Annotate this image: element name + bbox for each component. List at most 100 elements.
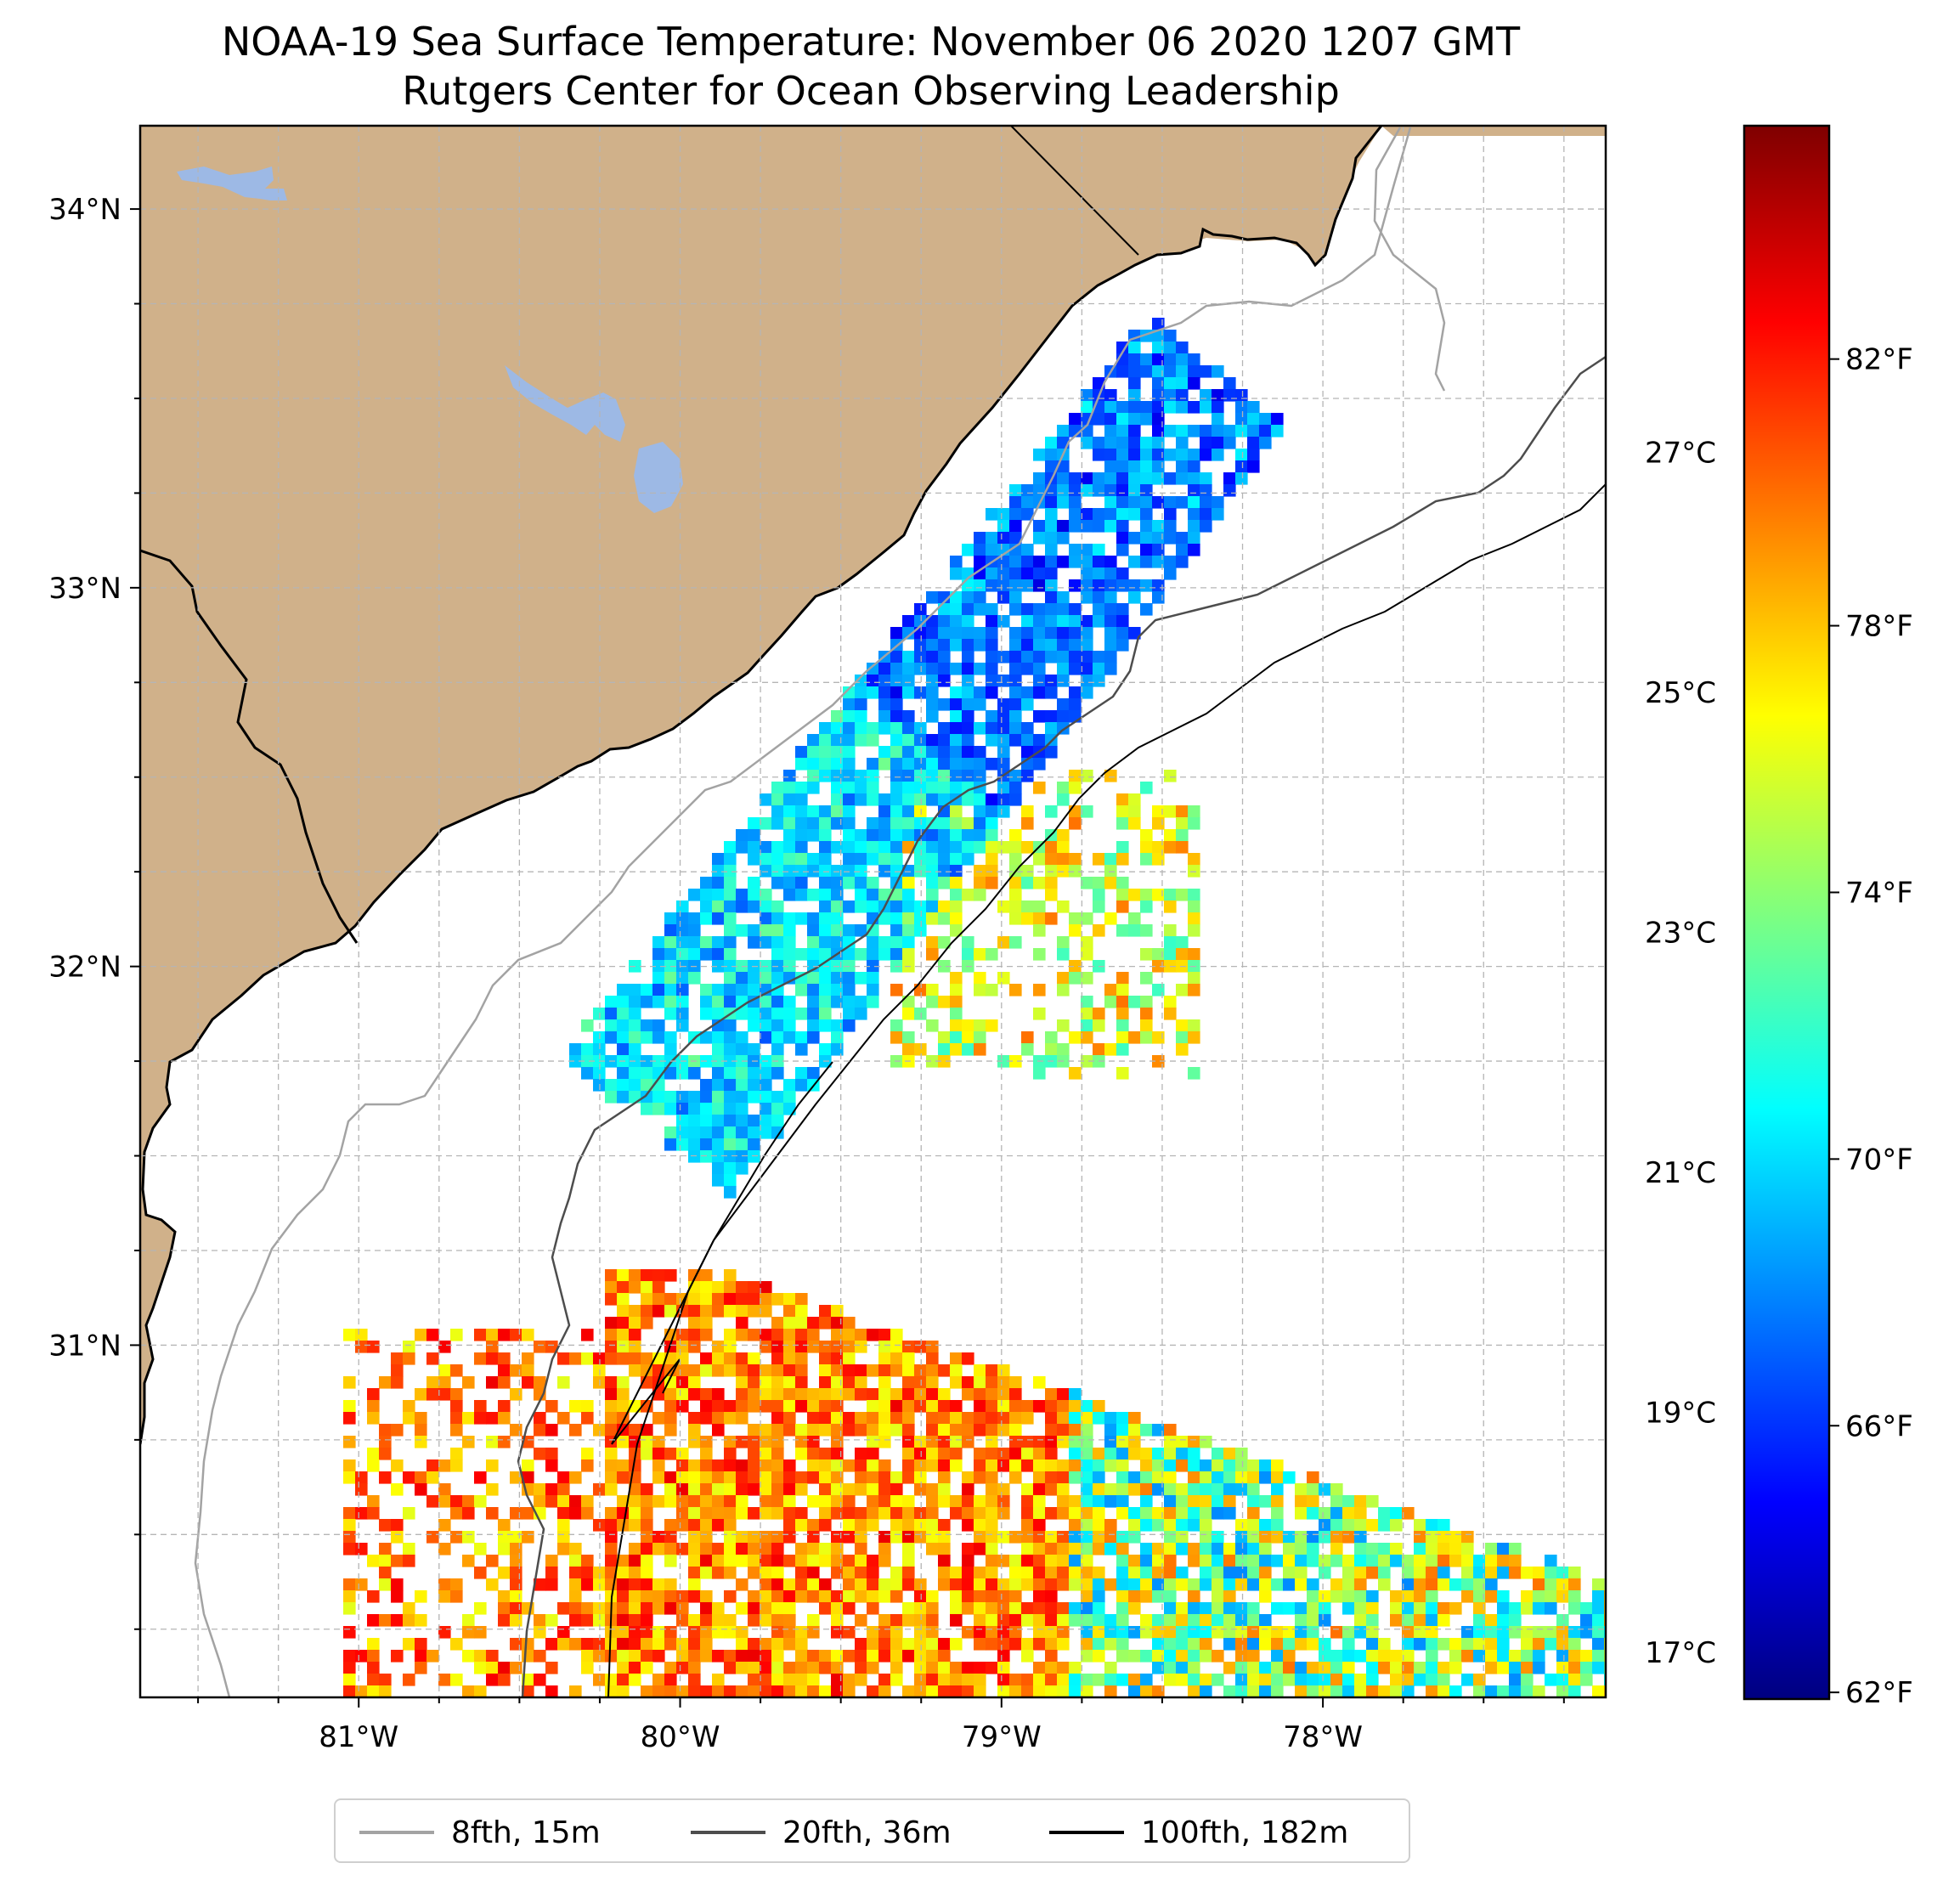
sst-pixel xyxy=(783,793,796,806)
sst-pixel xyxy=(557,1471,570,1484)
sst-pixel xyxy=(986,627,998,640)
sst-pixel xyxy=(914,651,927,663)
sst-pixel xyxy=(1271,1626,1284,1639)
sst-pixel xyxy=(831,1412,844,1425)
sst-pixel xyxy=(534,1388,546,1401)
sst-pixel xyxy=(807,936,820,949)
sst-pixel xyxy=(1200,1626,1212,1639)
sst-pixel xyxy=(1033,1519,1046,1532)
sst-pixel xyxy=(1069,853,1082,866)
sst-pixel xyxy=(748,1662,760,1674)
sst-pixel xyxy=(1009,1567,1022,1579)
sst-pixel xyxy=(724,900,737,913)
sst-pixel xyxy=(760,1495,772,1508)
sst-pixel xyxy=(712,1602,725,1615)
sst-pixel xyxy=(1033,615,1046,628)
sst-pixel xyxy=(1307,1555,1319,1567)
sst-pixel xyxy=(557,1352,570,1365)
sst-pixel xyxy=(688,1626,701,1639)
sst-pixel xyxy=(855,1483,867,1496)
sst-pixel xyxy=(1461,1650,1474,1663)
sst-pixel xyxy=(807,924,820,937)
sst-pixel xyxy=(771,1590,784,1603)
sst-pixel xyxy=(890,841,903,854)
sst-pixel xyxy=(950,805,963,818)
sst-pixel xyxy=(367,1650,380,1663)
sst-pixel xyxy=(1235,401,1248,414)
sst-pixel xyxy=(724,1436,737,1448)
sst-pixel xyxy=(1081,1483,1093,1496)
sst-pixel xyxy=(343,1662,356,1674)
sst-pixel xyxy=(1188,1555,1200,1567)
sst-pixel xyxy=(1164,1602,1177,1615)
sst-pixel xyxy=(926,675,939,687)
sst-pixel xyxy=(807,758,820,771)
sst-pixel xyxy=(1116,639,1129,652)
sst-pixel xyxy=(1045,1043,1058,1056)
sst-pixel xyxy=(1414,1602,1426,1615)
sst-pixel xyxy=(819,1602,832,1615)
sst-pixel xyxy=(1426,1590,1438,1603)
sst-pixel xyxy=(760,1019,772,1032)
sst-pixel xyxy=(997,900,1010,913)
sst-pixel xyxy=(1140,972,1153,985)
sst-pixel xyxy=(605,1008,618,1020)
sst-pixel xyxy=(807,1590,820,1603)
sst-pixel xyxy=(783,1412,796,1425)
sst-pixel xyxy=(1104,484,1117,497)
sst-pixel xyxy=(878,817,891,830)
sst-pixel xyxy=(962,817,974,830)
sst-pixel xyxy=(1200,1483,1212,1496)
sst-pixel xyxy=(1140,1031,1153,1044)
sst-pixel xyxy=(771,1031,784,1044)
sst-pixel xyxy=(569,1638,582,1651)
sst-pixel xyxy=(974,1364,986,1377)
sst-pixel xyxy=(819,889,832,901)
sst-pixel xyxy=(1188,544,1200,556)
sst-pixel xyxy=(819,1590,832,1603)
legend-label-100fth: 100fth, 182m xyxy=(1141,1815,1349,1850)
sst-pixel xyxy=(1057,972,1070,985)
sst-pixel xyxy=(1342,1590,1355,1603)
sst-pixel xyxy=(1045,556,1058,568)
sst-pixel xyxy=(986,1424,998,1437)
sst-pixel xyxy=(1402,1674,1415,1686)
sst-pixel xyxy=(986,579,998,592)
sst-pixel xyxy=(676,1483,689,1496)
sst-pixel xyxy=(831,1507,844,1520)
sst-pixel xyxy=(1104,1674,1117,1686)
sst-pixel xyxy=(1069,1459,1082,1472)
sst-pixel xyxy=(1009,1626,1022,1639)
sst-pixel xyxy=(1164,900,1177,913)
sst-pixel xyxy=(1164,532,1177,545)
sst-pixel xyxy=(997,520,1010,533)
sst-pixel xyxy=(1164,1483,1177,1496)
sst-pixel xyxy=(569,1555,582,1567)
sst-pixel xyxy=(676,984,689,996)
sst-pixel xyxy=(736,841,748,854)
sst-pixel xyxy=(938,1483,951,1496)
sst-pixel xyxy=(974,591,986,604)
sst-pixel xyxy=(1176,1043,1189,1056)
sst-pixel xyxy=(652,936,665,949)
sst-pixel xyxy=(1176,1614,1189,1627)
sst-pixel xyxy=(760,1543,772,1555)
sst-pixel xyxy=(1485,1638,1498,1651)
sst-pixel xyxy=(1271,413,1284,426)
sst-pixel xyxy=(926,1674,939,1686)
sst-pixel xyxy=(641,1578,653,1591)
sst-pixel xyxy=(867,686,879,699)
sst-pixel xyxy=(641,1293,653,1306)
sst-pixel xyxy=(748,1531,760,1544)
sst-pixel xyxy=(1414,1674,1426,1686)
sst-pixel xyxy=(1414,1614,1426,1627)
sst-pixel xyxy=(783,1459,796,1472)
sst-pixel xyxy=(1009,877,1022,889)
sst-pixel xyxy=(902,686,915,699)
sst-pixel xyxy=(748,1483,760,1496)
sst-pixel xyxy=(807,1008,820,1020)
sst-pixel xyxy=(510,1543,522,1555)
sst-pixel xyxy=(1152,1471,1165,1484)
sst-pixel xyxy=(1330,1578,1343,1591)
sst-pixel xyxy=(819,841,832,854)
